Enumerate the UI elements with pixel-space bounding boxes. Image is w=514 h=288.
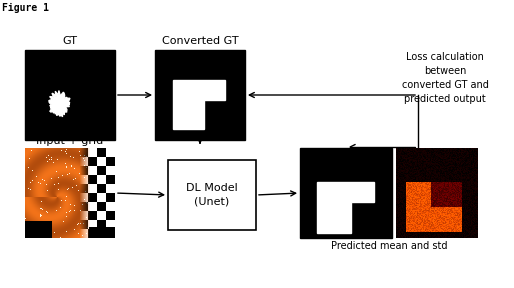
Bar [300,148,392,238]
Polygon shape [49,90,70,117]
Bar [155,50,245,140]
Text: Converted GT: Converted GT [162,36,238,46]
Polygon shape [173,80,225,129]
Text: Loss calculation
between
converted GT and
predicted output: Loss calculation between converted GT an… [401,52,488,104]
Text: Figure 1: Figure 1 [2,3,49,13]
Text: Predicted mean and std: Predicted mean and std [331,241,447,251]
Polygon shape [317,182,374,233]
Text: DL Model
(Unet): DL Model (Unet) [186,183,238,207]
Bar [168,160,256,230]
Text: Input + grid: Input + grid [36,136,104,146]
Bar [25,50,115,140]
Text: GT: GT [63,36,78,46]
